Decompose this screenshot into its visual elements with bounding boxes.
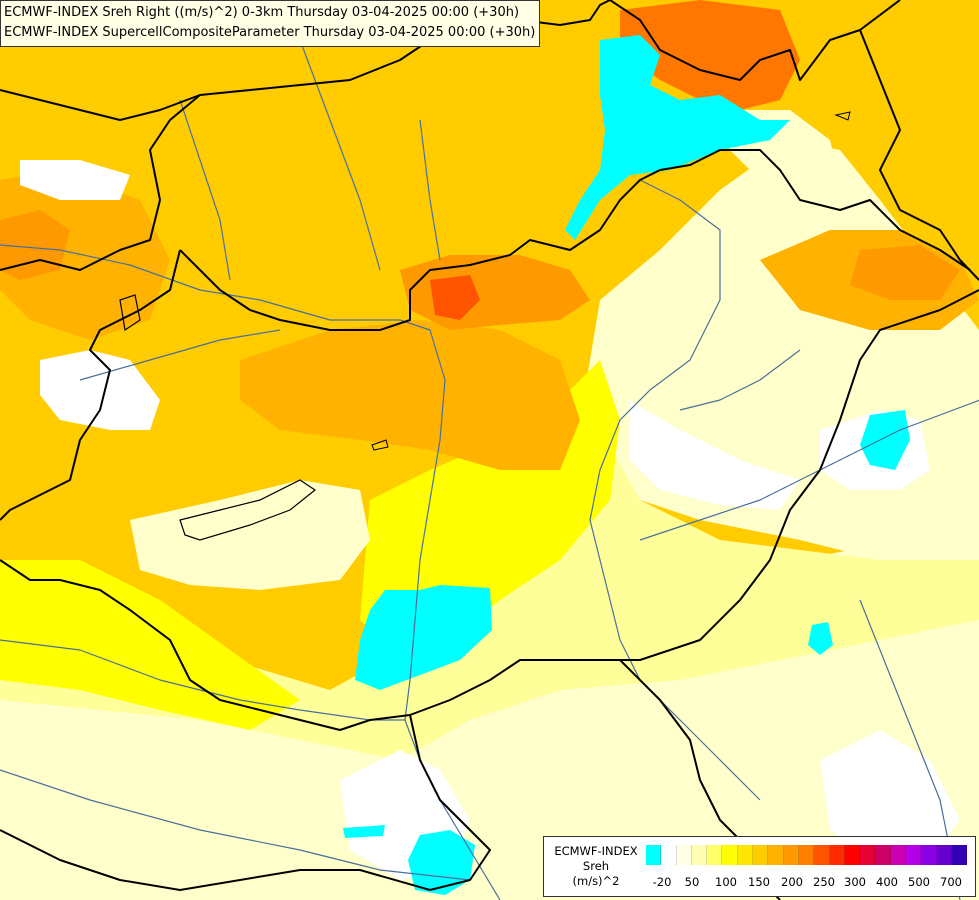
legend-title-line-2: Sreh <box>582 859 610 873</box>
legend-tick-label: 300 <box>844 875 866 889</box>
river-somes <box>679 349 801 411</box>
border-hu-hr <box>0 559 411 731</box>
lake-small-1 <box>371 439 389 451</box>
legend-tick-label: 150 <box>748 875 770 889</box>
legend-tick-label: 50 <box>684 875 700 889</box>
legend-swatch <box>921 845 937 865</box>
border-hr-rs-ba <box>409 714 491 891</box>
legend-swatch <box>691 845 708 865</box>
legend-swatch <box>676 845 692 865</box>
field-cyan-center <box>355 585 492 690</box>
border-at-sk-hu <box>179 149 971 331</box>
color-legend: ECMWF-INDEX Sreh (m/s)^2 -20 50 100 150 200 2… <box>543 836 976 897</box>
legend-title: ECMWF-INDEX Sreh (m/s)^2 <box>550 844 642 889</box>
title-line-1: ECMWF-INDEX Sreh Right ((m/s)^2) 0-3km T… <box>4 5 520 20</box>
border-ua-ro <box>859 29 979 281</box>
legend-swatch <box>844 845 861 865</box>
legend-tick-label: 250 <box>813 875 835 889</box>
field-white-northwest <box>20 160 130 200</box>
river-raba <box>79 329 281 381</box>
field-cyan-small <box>343 825 385 838</box>
border-cz-at <box>0 94 201 271</box>
legend-swatch <box>768 845 784 865</box>
field-orange-carpathian <box>850 245 960 300</box>
river-morava <box>179 99 231 281</box>
field-cyan-north <box>565 35 790 240</box>
field-red-orange-core <box>430 275 480 320</box>
legend-title-line-3: (m/s)^2 <box>572 874 620 888</box>
title-line-2: ECMWF-INDEX SupercellCompositeParameter … <box>4 25 536 40</box>
field-cyan-southeast <box>808 622 833 655</box>
legend-swatch <box>722 845 738 865</box>
legend-swatch <box>875 845 891 865</box>
legend-swatches <box>646 845 968 865</box>
lake-balaton <box>179 479 317 541</box>
river-mures <box>639 399 979 541</box>
field-dark-orange-north <box>620 0 800 110</box>
legend-swatch <box>707 845 723 865</box>
legend-swatch <box>906 845 922 865</box>
lake-neusiedl <box>119 294 141 332</box>
legend-tick-label: 500 <box>908 875 930 889</box>
field-cyan-east <box>860 410 910 470</box>
legend-tick-label: 200 <box>781 875 803 889</box>
legend-swatch <box>860 845 876 865</box>
border-hu-ro <box>669 289 979 651</box>
legend-swatch <box>936 845 952 865</box>
legend-tick-label: -20 <box>652 875 672 889</box>
legend-swatch <box>737 845 754 865</box>
border-sk-ua-pl <box>609 0 901 81</box>
legend-swatch <box>661 845 677 865</box>
field-yellow-west <box>0 560 300 730</box>
border-cz-sk-pl <box>0 0 611 121</box>
legend-tick-label: 400 <box>876 875 898 889</box>
legend-swatch <box>829 845 845 865</box>
legend-tick-label: 100 <box>715 875 737 889</box>
border-at-hu-si <box>0 249 181 521</box>
legend-swatch <box>646 845 662 865</box>
lake-small-2 <box>834 111 851 121</box>
border-ba-hr <box>0 829 431 891</box>
legend-ticks: -20 50 100 150 200 250 300 400 500 700 <box>646 875 971 890</box>
legend-tick-label: 700 <box>940 875 962 889</box>
river-vah <box>299 39 381 271</box>
legend-swatch <box>814 845 830 865</box>
field-light-orange-center <box>240 320 580 470</box>
legend-swatch <box>798 845 815 865</box>
legend-swatch <box>783 845 799 865</box>
legend-swatch <box>951 845 968 865</box>
border-hu-rs <box>409 649 671 716</box>
map-title-box: ECMWF-INDEX Sreh Right ((m/s)^2) 0-3km T… <box>0 0 541 47</box>
legend-swatch <box>753 845 769 865</box>
legend-title-line-1: ECMWF-INDEX <box>554 844 638 858</box>
field-pale-balaton <box>130 480 370 590</box>
field-white-west <box>40 350 160 430</box>
river-hron <box>419 119 441 261</box>
river-sava <box>0 769 471 881</box>
field-white-center-band <box>630 400 800 510</box>
legend-swatch <box>890 845 907 865</box>
